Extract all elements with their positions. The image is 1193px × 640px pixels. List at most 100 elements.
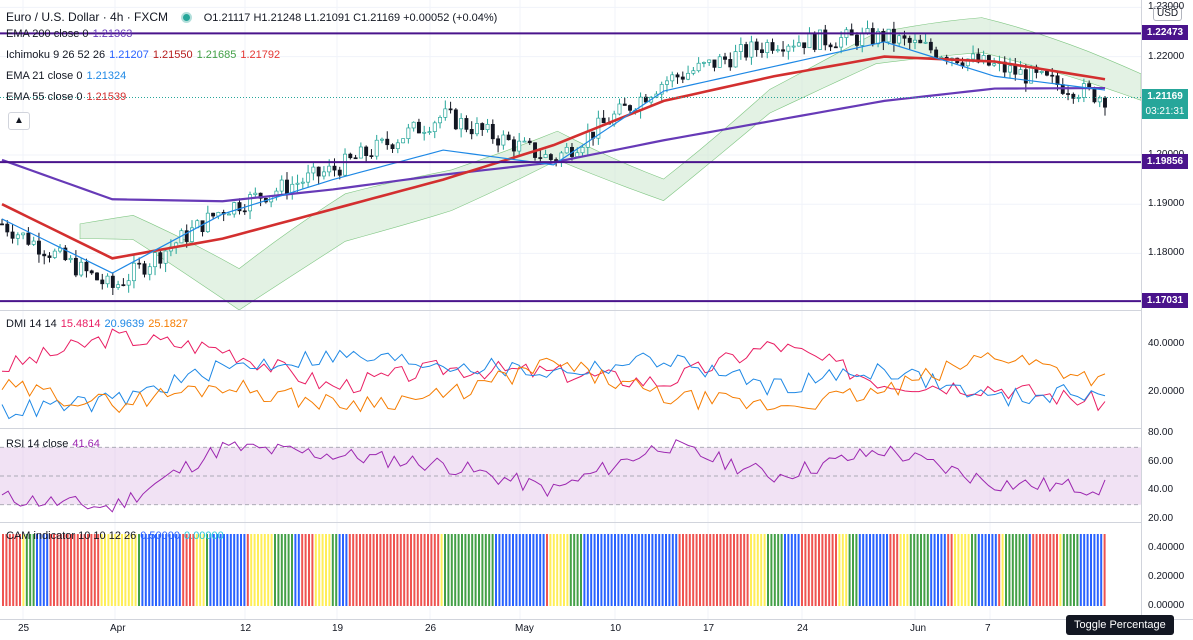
collapse-legend-button[interactable]: ▲	[8, 112, 30, 130]
cam-bar	[967, 534, 970, 606]
candle-body	[506, 134, 511, 141]
cam-bar	[478, 534, 480, 606]
indicator-value: 1.21539	[86, 91, 127, 103]
candle-body	[733, 51, 738, 68]
cam-bar	[869, 534, 871, 606]
candle-body	[833, 46, 838, 49]
candle-body	[855, 34, 859, 46]
cam-bar	[267, 534, 270, 606]
candle-body	[601, 117, 606, 124]
price-axis-border	[1141, 0, 1142, 620]
cam-bar	[63, 534, 66, 606]
candle-body	[416, 121, 421, 134]
candle-body	[406, 127, 411, 140]
cam-bar	[767, 534, 769, 606]
cam-bar	[658, 534, 661, 606]
candle-body	[812, 32, 817, 50]
pane-legend[interactable]: CAM indicator 10 10 12 26 0.50000 0.00000	[6, 530, 224, 542]
cam-bar	[892, 534, 895, 606]
cam-bar	[481, 534, 484, 606]
candle-body	[110, 275, 115, 288]
candle-body	[47, 255, 52, 258]
cam-bar	[59, 534, 62, 606]
indicator-legend-row[interactable]: EMA 55 close 0 1.21539	[6, 91, 126, 103]
cam-bar	[617, 534, 620, 606]
cam-bar	[1083, 534, 1086, 606]
candle-body	[723, 56, 727, 60]
candle-body	[327, 165, 332, 173]
cam-bar	[386, 534, 389, 606]
cam-bar	[943, 534, 946, 606]
indicator-label: Ichimoku 9 26 52 26	[6, 49, 106, 61]
cam-bar	[903, 534, 905, 606]
cam-bar	[352, 534, 355, 606]
candle-body	[511, 139, 516, 152]
candle-body	[1066, 93, 1071, 95]
pane-legend[interactable]: RSI 14 close 41.64	[6, 438, 100, 450]
dmi-pane	[1, 328, 1106, 420]
symbol-title[interactable]: Euro / U.S. Dollar · 4h · FXCM	[6, 10, 169, 24]
cam-bar	[702, 534, 705, 606]
candle-body	[285, 179, 289, 194]
cam-bar	[1035, 534, 1038, 606]
cam-bar	[801, 534, 803, 606]
indicator-legend-row[interactable]: Ichimoku 9 26 52 26 1.21207 1.21550 1.21685…	[6, 49, 280, 61]
candle-body	[617, 103, 622, 115]
candle-body	[200, 220, 205, 233]
candle-body	[701, 62, 706, 64]
candle-body	[538, 157, 543, 159]
cam-bar	[376, 534, 378, 606]
cam-bar	[338, 534, 341, 606]
candle-body	[622, 103, 627, 106]
cam-bar	[124, 534, 127, 606]
cam-bar	[56, 534, 59, 606]
pane-separator	[0, 522, 1141, 523]
indicator-value: 1.21792	[240, 49, 281, 61]
cam-bar	[15, 534, 18, 606]
cam-bar	[753, 534, 756, 606]
cam-bar	[229, 534, 232, 606]
candle-body	[501, 134, 506, 146]
cam-bar	[80, 534, 83, 606]
candle-body	[369, 155, 374, 157]
cam-bar	[335, 534, 338, 606]
cam-bar	[947, 534, 950, 606]
time-axis-label: Apr	[110, 623, 126, 634]
candle-body	[490, 123, 495, 140]
cam-bar	[138, 534, 140, 606]
indicator-value: 1.21685	[196, 49, 237, 61]
cam-bar	[671, 534, 674, 606]
cam-bar	[569, 534, 572, 606]
indicator-value: 1.21550	[152, 49, 193, 61]
candle-body	[638, 96, 643, 111]
indicator-legend-row[interactable]: EMA 200 close 0 1.21363	[6, 28, 132, 40]
cam-bar	[654, 534, 657, 606]
currency-button[interactable]: USD	[1153, 6, 1183, 21]
cam-bar	[790, 534, 793, 606]
cam-bar	[440, 534, 443, 606]
cam-bar	[797, 534, 800, 606]
cam-bar	[212, 534, 215, 606]
candle-body	[190, 227, 194, 242]
time-axis-label: May	[515, 623, 534, 634]
chevron-up-icon: ▲	[14, 115, 24, 126]
cam-bar	[552, 534, 555, 606]
cam-bar	[954, 534, 956, 606]
cam-bar	[1056, 534, 1058, 606]
indicator-legend-row[interactable]: EMA 21 close 0 1.21324	[6, 70, 126, 82]
cam-bar	[556, 534, 559, 606]
pane-label: RSI 14 close	[6, 438, 69, 450]
candle-body	[585, 131, 590, 148]
cam-bar	[134, 534, 137, 606]
cam-bar	[542, 534, 545, 606]
time-axis-label: Jun	[910, 623, 927, 634]
pane-label: DMI 14 14	[6, 318, 57, 330]
cam-bar	[535, 534, 538, 606]
pane-legend[interactable]: DMI 14 14 15.4814 20.9639 25.1827	[6, 318, 188, 330]
cam-bar	[750, 534, 752, 606]
cam-bar	[257, 534, 259, 606]
cam-bar	[226, 534, 229, 606]
cam-bar	[294, 534, 297, 606]
candle-body	[358, 146, 363, 159]
